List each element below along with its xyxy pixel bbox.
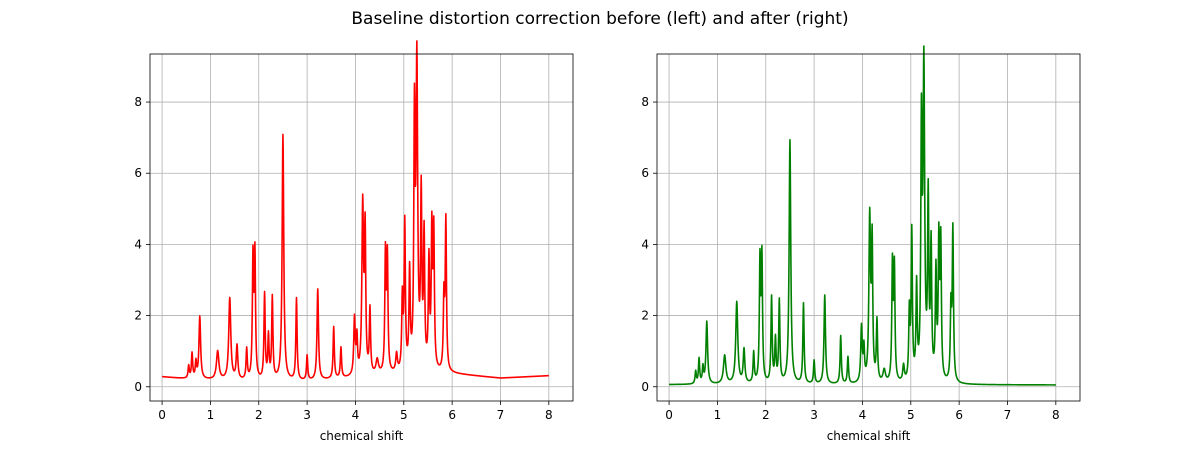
x-tick-label: 1 — [207, 408, 215, 422]
x-tick-label: 2 — [255, 408, 263, 422]
figure-title: Baseline distortion correction before (l… — [351, 9, 848, 29]
series-line — [668, 45, 1057, 386]
y-tick-label: 4 — [134, 237, 142, 251]
x-tick-label: 7 — [1004, 408, 1012, 422]
x-tick-label: 5 — [907, 408, 915, 422]
x-tick-label: 8 — [545, 408, 553, 422]
x-tick-label: 8 — [1052, 408, 1060, 422]
x-tick-label: 7 — [497, 408, 505, 422]
axes-frame — [149, 53, 574, 402]
y-tick-label: 2 — [641, 309, 649, 323]
axes-frame — [656, 53, 1081, 402]
x-tick-label: 4 — [859, 408, 867, 422]
x-axis-label: chemical shift — [827, 429, 911, 443]
y-tick-label: 6 — [134, 166, 142, 180]
x-tick-label: 3 — [303, 408, 311, 422]
y-tick-label: 2 — [134, 309, 142, 323]
series-line — [161, 40, 550, 380]
y-tick-label: 8 — [641, 95, 649, 109]
y-tick-label: 6 — [641, 166, 649, 180]
x-tick-label: 3 — [810, 408, 818, 422]
y-tick-label: 0 — [641, 380, 649, 394]
left-panel-before: 0 1 2 3 4 5 6 7 8 0 2 4 6 8 chemical shift — [134, 40, 574, 443]
y-tick-label: 8 — [134, 95, 142, 109]
y-tick-label: 0 — [134, 380, 142, 394]
x-tick-label: 6 — [955, 408, 963, 422]
x-tick-label: 1 — [714, 408, 722, 422]
x-tick-label: 5 — [400, 408, 408, 422]
x-tick-label: 4 — [352, 408, 360, 422]
x-axis-label: chemical shift — [320, 429, 404, 443]
y-tick-label: 4 — [641, 237, 649, 251]
x-tick-label: 0 — [158, 408, 166, 422]
x-tick-label: 0 — [665, 408, 673, 422]
right-panel-after: 0 1 2 3 4 5 6 7 8 0 2 4 6 8 chemical shift — [641, 45, 1081, 443]
x-tick-label: 2 — [762, 408, 770, 422]
x-tick-label: 6 — [448, 408, 456, 422]
